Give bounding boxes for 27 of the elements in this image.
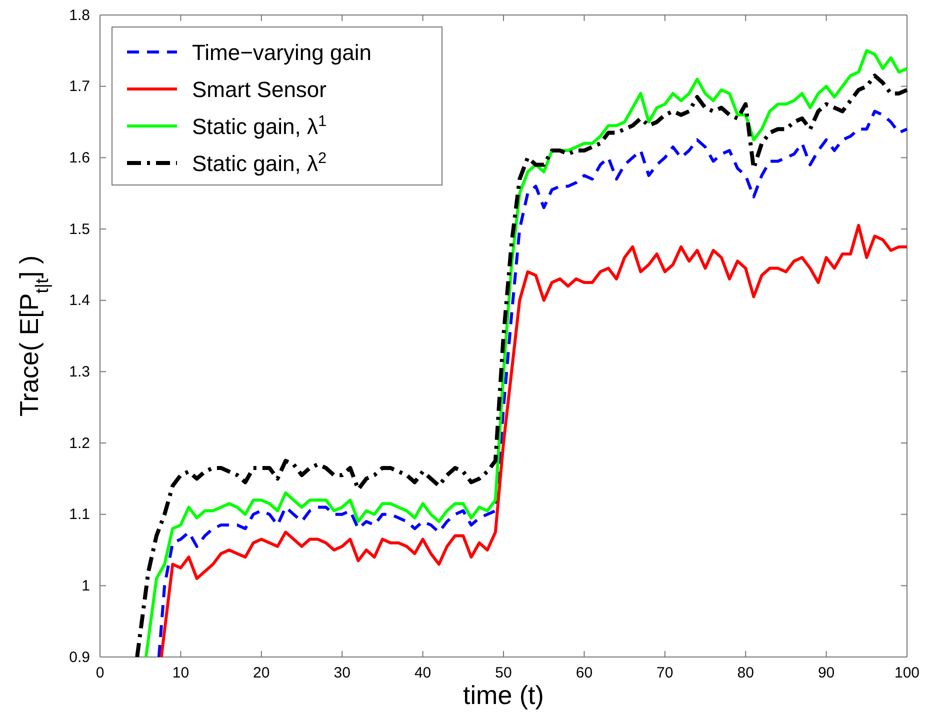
y-tick-label: 1 [82,577,90,594]
y-tick-label: 1.2 [69,434,90,452]
x-tick-label: 60 [576,664,593,682]
y-tick-label: 0.9 [69,648,90,666]
x-tick-label: 80 [737,664,754,682]
y-tick-label: 1.7 [69,78,90,96]
x-tick-label: 40 [414,664,432,682]
x-tick-label: 0 [96,664,104,682]
x-tick-label: 10 [172,664,190,682]
legend-label: Static gain, λ$^{2}$ [192,150,327,176]
y-tick-label: 1.4 [69,292,90,310]
y-tick-label: 1.5 [69,220,90,238]
x-tick-label: 30 [334,664,350,682]
x-tick-label: 50 [495,664,512,682]
legend-label: Smart Sensor [192,77,326,102]
x-tick-label: 70 [656,664,674,682]
x-tick-label: 100 [894,664,920,682]
x-tick-label: 20 [253,664,270,682]
legend-label: Time−varying gain [192,40,372,65]
legend-label: Static gain, λ$^{1}$ [192,112,327,139]
x-tick-label: 90 [818,664,835,682]
y-tick-label: 1.1 [69,506,90,524]
x-axis-title: time (t) [463,680,544,710]
y-tick-label: 1.6 [69,149,90,166]
y-tick-label: 1.8 [69,6,90,24]
y-tick-label: 1.3 [69,363,90,380]
line-series [160,224,908,658]
